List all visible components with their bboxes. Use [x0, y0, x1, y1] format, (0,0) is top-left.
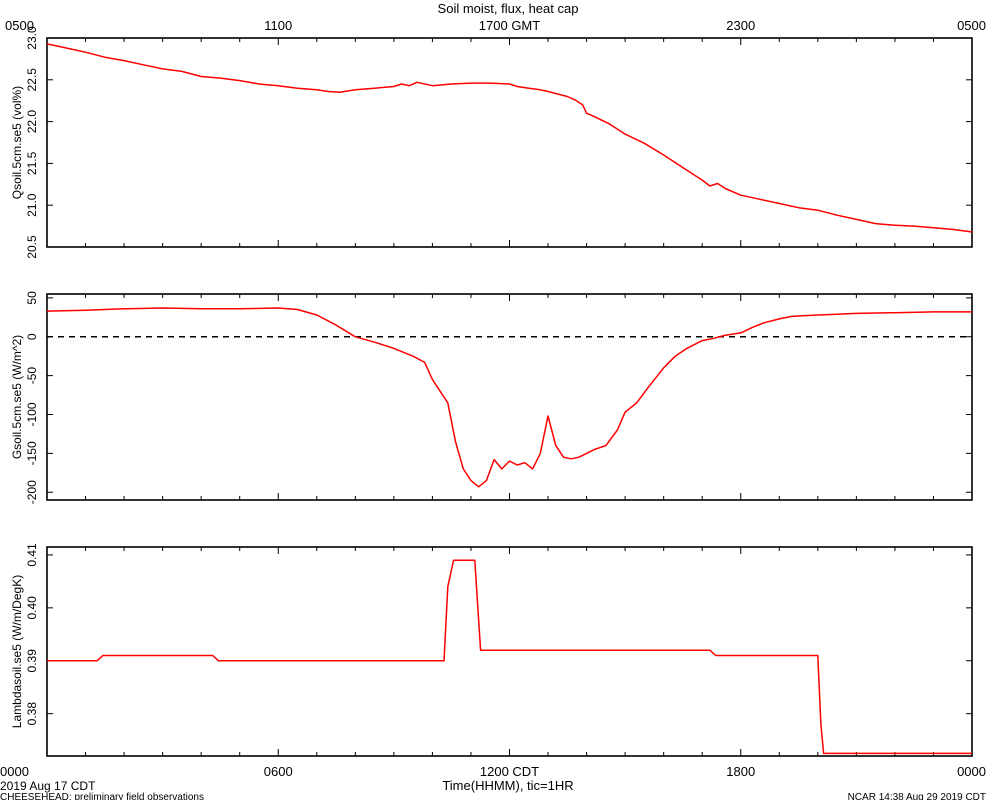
- plot-frame: [46, 546, 973, 757]
- top-time-axis: 0500 1100 1700 GMT 2300 0500: [5, 18, 986, 33]
- top-tick-label: 1700 GMT: [479, 18, 540, 33]
- y-tick-label: 0.39: [25, 649, 39, 673]
- top-tick-label: 1100: [264, 18, 292, 33]
- y-tick-label: 0.41: [25, 543, 39, 567]
- y-tick-label: -50: [25, 367, 39, 385]
- panel-soil-moisture: 20.5 21.0 21.5 22.0 22.5 23.0 Qsoil.5cm.se5 (v…: [10, 26, 973, 259]
- y-axis-label: Qsoil.5cm.se5 (vol%): [10, 86, 24, 199]
- bottom-tick-label: 0000: [0, 764, 29, 779]
- top-tick-label: 0500: [957, 18, 986, 33]
- y-tick-label: 23.0: [25, 26, 39, 50]
- top-tick-label: 0500: [5, 18, 34, 33]
- chart-title: Soil moist, flux, heat cap: [438, 1, 579, 16]
- y-tick-label: 21.5: [25, 151, 39, 175]
- data-series-line: [47, 559, 972, 755]
- y-tick-label: 22.0: [25, 110, 39, 134]
- y-tick-label: 22.5: [25, 68, 39, 92]
- bottom-tick-label: 0600: [264, 764, 293, 779]
- y-tick-label: 50: [25, 291, 39, 305]
- bottom-tick-label: 1200 CDT: [480, 764, 539, 779]
- bottom-tick-label: 0000: [957, 764, 986, 779]
- plot-frame: [46, 37, 973, 248]
- y-tick-label: 20.5: [25, 235, 39, 259]
- plot-frame: [46, 293, 973, 501]
- footer-date: 2019 Aug 17 CDT: [0, 779, 96, 793]
- top-tick-label: 2300: [726, 18, 755, 33]
- panel-soil-heat-flux: -200 -150 -100 -50 0 50 Gsoil.5cm.se5 (W/m^2): [10, 291, 973, 504]
- y-tick-label: 21.0: [25, 193, 39, 217]
- y-tick-label: 0.40: [25, 596, 39, 620]
- y-axis-label: Gsoil.5cm.se5 (W/m^2): [10, 335, 24, 459]
- y-tick-label: 0.38: [25, 702, 39, 726]
- y-tick-label: -200: [25, 480, 39, 504]
- data-series-line: [46, 43, 973, 233]
- y-tick-label: -100: [25, 402, 39, 426]
- x-axis-label: Time(HHMM), tic=1HR: [442, 778, 573, 793]
- y-tick-label: 0: [25, 333, 39, 340]
- y-axis-label: Lambdasoil.se5 (W/m/DegK): [10, 575, 24, 728]
- data-series-line: [46, 307, 972, 488]
- footer-project: CHEESEHEAD: preliminary field observatio…: [0, 792, 204, 800]
- bottom-time-axis: 0000 0600 1200 CDT 1800 0000: [0, 764, 986, 779]
- footer-credit: NCAR 14:38 Aug 29 2019 CDT: [848, 792, 986, 800]
- y-tick-label: -150: [25, 441, 39, 465]
- bottom-tick-label: 1800: [726, 764, 755, 779]
